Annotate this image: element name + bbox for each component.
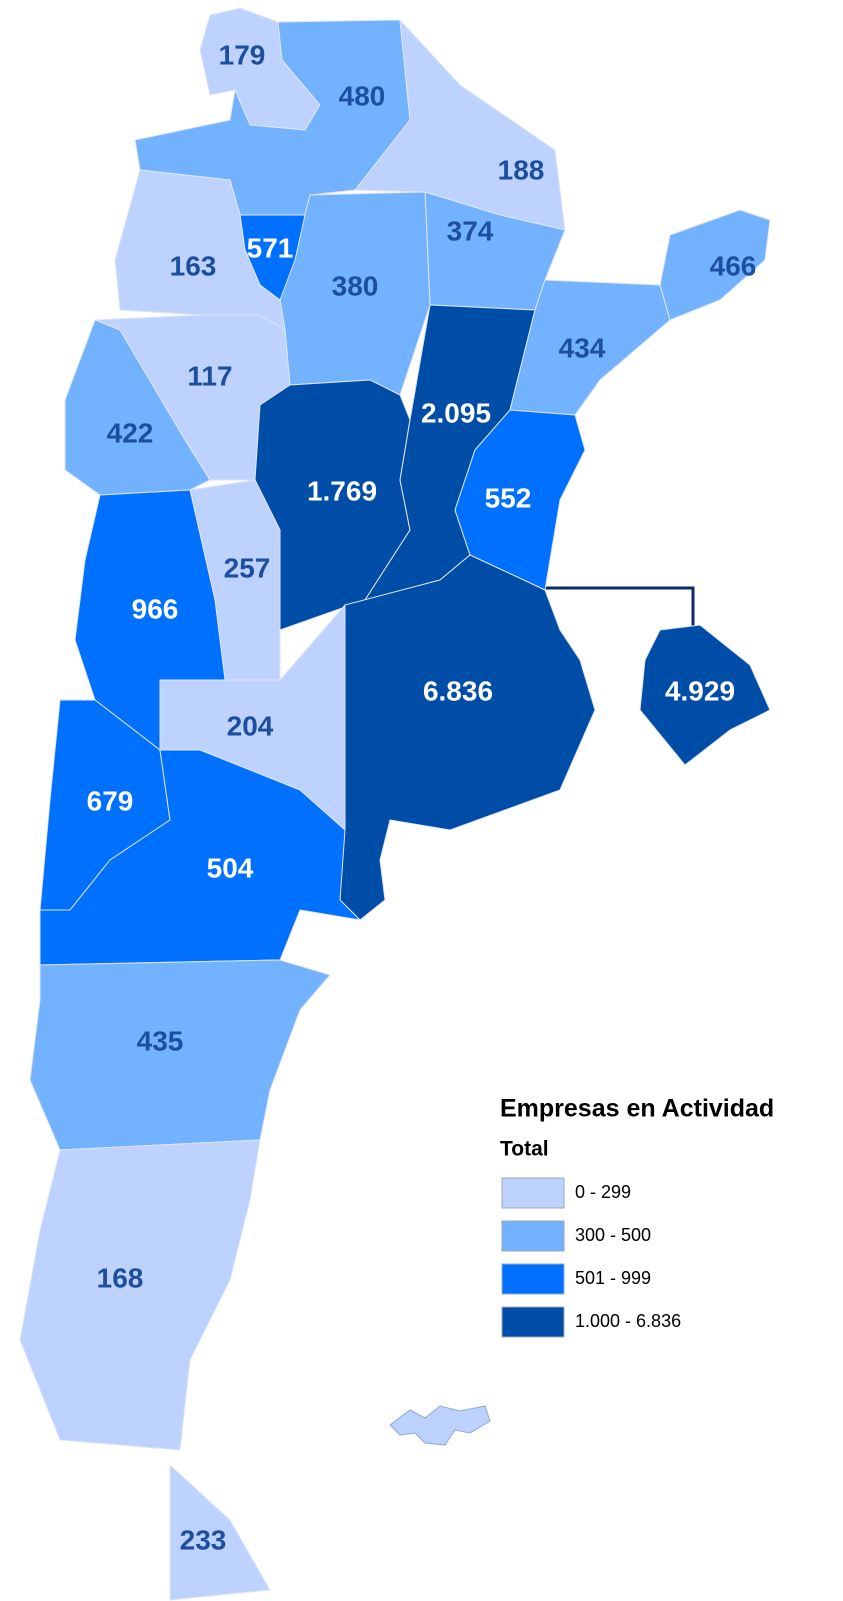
region <box>169 1464 271 1601</box>
islands <box>389 1405 491 1446</box>
region-label: 2.095 <box>421 397 491 428</box>
legend: Empresas en Actividad Total 0 - 299 300 -… <box>500 1095 774 1338</box>
region-label: 204 <box>227 710 274 741</box>
region-label: 480 <box>339 80 386 111</box>
region <box>339 554 596 921</box>
region-label: 504 <box>207 852 254 883</box>
region-label: 435 <box>137 1025 184 1056</box>
region-label: 188 <box>498 154 545 185</box>
inset-connector <box>540 586 695 627</box>
region-label: 434 <box>559 332 606 363</box>
legend-swatch <box>501 1177 565 1209</box>
region <box>39 749 361 966</box>
legend-swatch <box>501 1306 565 1338</box>
region-label: 117 <box>187 360 232 391</box>
region-label: 4.929 <box>665 675 735 706</box>
legend-label: 0 - 299 <box>575 1182 631 1202</box>
region-label: 679 <box>87 785 134 816</box>
region-label: 233 <box>180 1524 227 1555</box>
region <box>114 169 286 331</box>
region <box>659 209 771 321</box>
region-label: 163 <box>170 250 217 281</box>
legend-subtitle: Total <box>500 1138 549 1161</box>
region-label: 466 <box>710 250 757 281</box>
region <box>639 624 771 766</box>
region-label: 571 <box>247 232 294 263</box>
region-label: 422 <box>107 417 154 448</box>
legend-swatch <box>501 1220 565 1252</box>
region-label: 966 <box>132 593 179 624</box>
legend-title: Empresas en Actividad <box>500 1095 774 1123</box>
region-label: 380 <box>332 270 379 301</box>
legend-swatch <box>501 1263 565 1295</box>
region-label: 179 <box>219 39 266 70</box>
legend-label: 300 - 500 <box>575 1225 651 1245</box>
region-label: 168 <box>97 1262 144 1293</box>
regions <box>19 7 771 1601</box>
region-label: 257 <box>224 552 271 583</box>
region-label: 1.769 <box>307 475 377 506</box>
region-label: 6.836 <box>423 675 493 706</box>
legend-label: 501 - 999 <box>575 1268 651 1288</box>
region <box>19 1139 261 1451</box>
region <box>29 959 331 1151</box>
region-label: 374 <box>447 215 494 246</box>
legend-label: 1.000 - 6.836 <box>575 1311 681 1331</box>
region-label: 552 <box>485 482 532 513</box>
